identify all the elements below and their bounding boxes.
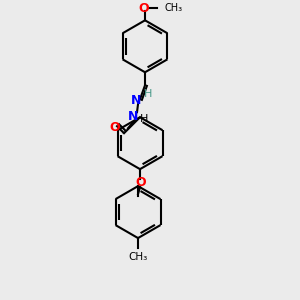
Text: H: H [144,89,152,99]
Text: O: O [139,2,149,15]
Text: N: N [128,110,138,123]
Text: CH₃: CH₃ [165,3,183,13]
Text: CH₃: CH₃ [128,252,148,262]
Text: N: N [131,94,141,107]
Text: O: O [136,176,146,189]
Text: O: O [110,121,120,134]
Text: H: H [140,114,148,124]
